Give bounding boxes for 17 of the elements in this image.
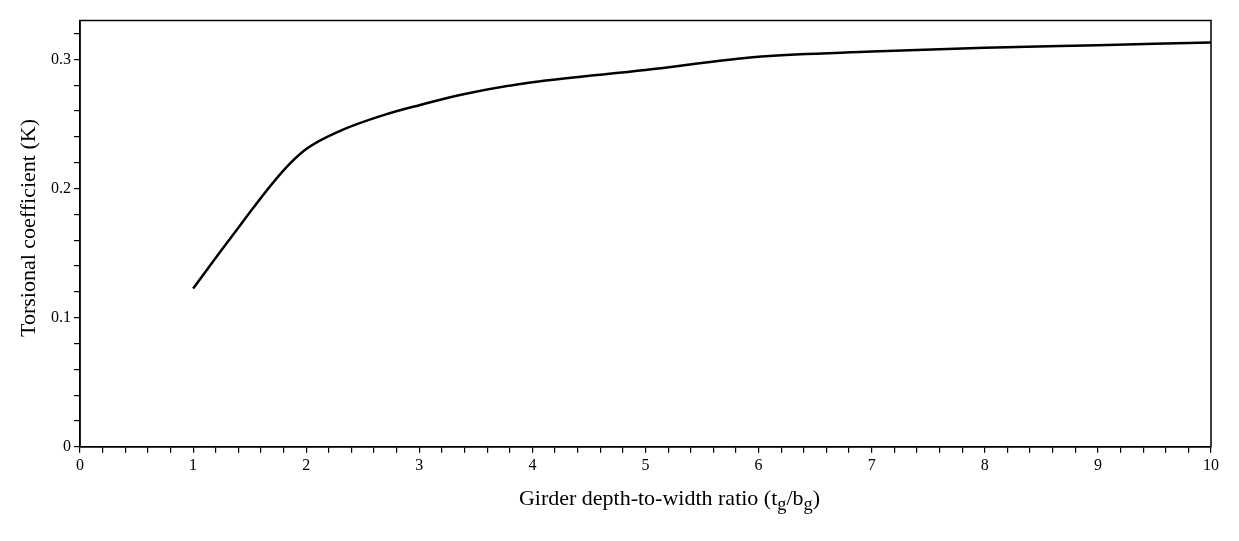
x-axis-title: Girder depth-to-width ratio (t$_{g}$/b$_{g}$): [517, 485, 822, 516]
x-tick-label: 0: [76, 455, 84, 473]
x-tick-label: 3: [415, 455, 424, 473]
y-tick-label: 0.2: [51, 178, 71, 196]
x-tick-label: 5: [641, 455, 650, 473]
x-tick-label: 9: [1093, 455, 1102, 473]
x-tick-label: 4: [528, 455, 537, 473]
y-axis-title: Torsional coefficient (K): [15, 119, 41, 337]
x-tick-label: 7: [867, 455, 876, 473]
x-tick-label: 10: [1203, 455, 1219, 473]
y-tick-label: 0.3: [51, 49, 71, 67]
x-tick-label: 8: [980, 455, 989, 473]
x-tick-label: 6: [754, 455, 763, 473]
y-tick-label: 0: [63, 437, 71, 454]
y-tick-label: 0.1: [51, 307, 71, 325]
x-tick-label: 1: [189, 455, 198, 473]
x-tick-label: 2: [302, 455, 311, 473]
